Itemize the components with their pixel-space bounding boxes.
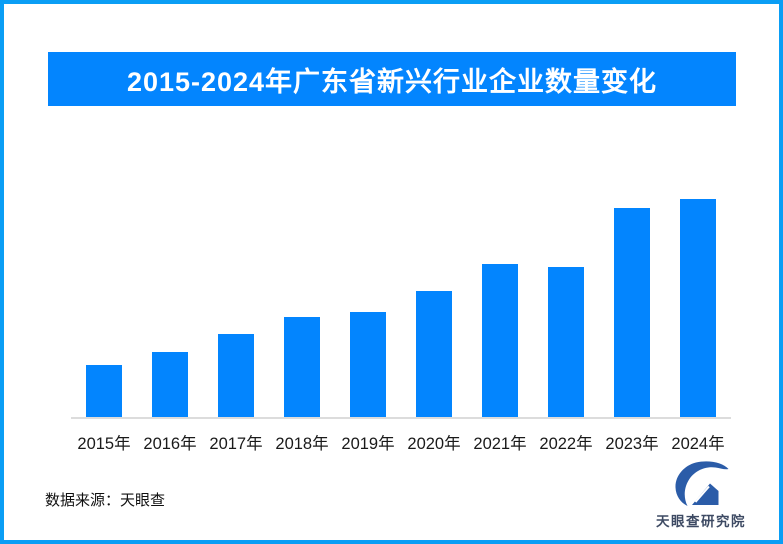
bar-2022年	[548, 266, 584, 417]
x-axis-label-2018年: 2018年	[275, 435, 329, 453]
x-axis-label-2016年: 2016年	[143, 435, 197, 453]
bar-column-2018年	[269, 316, 335, 417]
bar-2017年	[218, 334, 254, 417]
x-axis-label-2017年: 2017年	[209, 435, 263, 453]
x-axis-label-2019年: 2019年	[341, 435, 395, 453]
bar-2021年	[482, 264, 518, 417]
data-source-note: 数据来源：天眼查	[45, 492, 166, 509]
bar-2024年	[680, 199, 716, 417]
x-axis-label-2021年: 2021年	[473, 435, 527, 453]
bar-column-2022年	[533, 266, 599, 417]
chart-title-banner: 2015-2024年广东省新兴行业企业数量变化	[48, 52, 736, 106]
x-axis-label-2020年: 2020年	[407, 435, 461, 453]
bar-column-2017年	[203, 334, 269, 417]
bar-2019年	[350, 312, 386, 417]
bar-column-2016年	[137, 351, 203, 417]
bars-area	[71, 172, 731, 417]
tianyancha-logo-icon	[675, 461, 729, 506]
bar-column-2019年	[335, 312, 401, 417]
x-axis-label-2022年: 2022年	[539, 435, 593, 453]
tianyancha-research-logo: 天眼查研究院	[642, 460, 760, 530]
bar-chart: 2015年 2016年 2017年 2018年 2019年 2020年 2021年 2022年…	[71, 172, 731, 454]
bar-2018年	[284, 316, 320, 417]
x-axis-line	[71, 417, 731, 419]
logo-text: 天眼查研究院	[656, 514, 746, 529]
x-axis-label-2015年: 2015年	[77, 435, 131, 453]
bar-2015年	[86, 364, 122, 417]
chart-title: 2015-2024年广东省新兴行业企业数量变化	[126, 66, 658, 97]
x-axis-labels: 2015年 2016年 2017年 2018年 2019年 2020年 2021年 2022年…	[71, 430, 731, 454]
bar-2016年	[152, 351, 188, 417]
x-axis-label-2024年: 2024年	[671, 435, 725, 453]
bar-column-2021年	[467, 264, 533, 417]
bar-2020年	[416, 290, 452, 417]
bar-column-2024年	[665, 199, 731, 417]
bar-column-2020年	[401, 290, 467, 417]
bar-column-2015年	[71, 364, 137, 417]
bar-column-2023年	[599, 207, 665, 417]
x-axis-label-2023年: 2023年	[605, 435, 659, 453]
bar-2023年	[614, 207, 650, 417]
